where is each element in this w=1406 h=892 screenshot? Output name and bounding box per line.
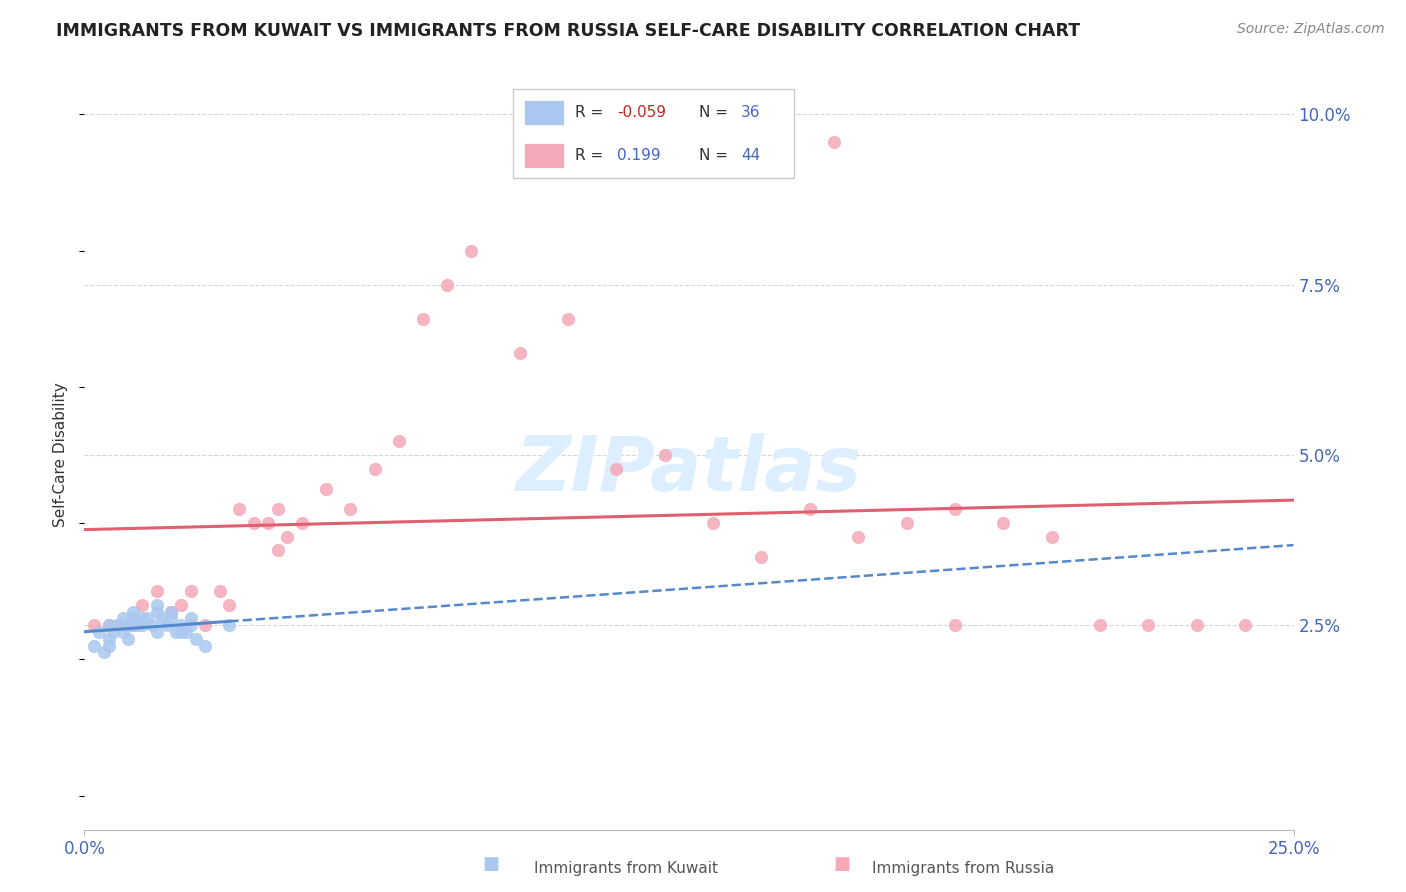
Point <box>150 611 173 625</box>
Point <box>117 618 139 632</box>
Text: N =: N = <box>699 105 733 120</box>
Point <box>146 605 169 619</box>
Text: Immigrants from Russia: Immigrants from Russia <box>872 861 1054 876</box>
Point <box>846 530 869 544</box>
FancyBboxPatch shape <box>524 143 564 168</box>
Text: -0.059: -0.059 <box>617 105 666 120</box>
Point <box>146 625 169 640</box>
Point <box>1040 530 1063 544</box>
Point <box>121 611 143 625</box>
Point <box>107 618 129 632</box>
Point <box>218 618 240 632</box>
Point <box>103 625 125 640</box>
Point <box>146 584 169 599</box>
Point <box>112 625 135 640</box>
Point <box>160 611 183 625</box>
Point <box>170 598 193 612</box>
Point <box>460 244 482 258</box>
Point <box>388 434 411 449</box>
Point <box>267 502 290 516</box>
FancyBboxPatch shape <box>513 89 794 178</box>
FancyBboxPatch shape <box>524 100 564 125</box>
Point <box>121 618 143 632</box>
Point <box>315 482 337 496</box>
Text: R =: R = <box>575 105 609 120</box>
Point <box>107 618 129 632</box>
Text: Source: ZipAtlas.com: Source: ZipAtlas.com <box>1237 22 1385 37</box>
Point <box>291 516 314 530</box>
Point <box>208 584 231 599</box>
Point <box>654 448 676 462</box>
Point <box>799 502 821 516</box>
Point <box>97 618 120 632</box>
Text: IMMIGRANTS FROM KUWAIT VS IMMIGRANTS FROM RUSSIA SELF-CARE DISABILITY CORRELATIO: IMMIGRANTS FROM KUWAIT VS IMMIGRANTS FRO… <box>56 22 1080 40</box>
Point <box>1137 618 1160 632</box>
Point <box>339 502 361 516</box>
Point <box>557 311 579 326</box>
Point <box>194 639 217 653</box>
Point <box>155 618 177 632</box>
Point <box>121 618 143 632</box>
Point <box>194 618 217 632</box>
Text: N =: N = <box>699 148 733 162</box>
Point <box>184 632 207 646</box>
Point <box>97 632 120 646</box>
Text: 36: 36 <box>741 105 761 120</box>
Point <box>131 618 153 632</box>
Point <box>83 618 105 632</box>
Point <box>242 516 264 530</box>
Point <box>87 625 110 640</box>
Text: ZIPatlas: ZIPatlas <box>516 433 862 507</box>
Point <box>170 625 193 640</box>
Text: R =: R = <box>575 148 613 162</box>
Point <box>276 530 298 544</box>
Point <box>436 277 458 292</box>
Point <box>146 598 169 612</box>
Point <box>943 502 966 516</box>
Point <box>180 611 202 625</box>
Point <box>751 550 773 565</box>
Point <box>412 311 434 326</box>
Point <box>117 632 139 646</box>
Point <box>1234 618 1257 632</box>
Point <box>267 543 290 558</box>
Point <box>97 618 120 632</box>
Text: ■: ■ <box>834 855 851 873</box>
Point <box>141 618 163 632</box>
Point <box>823 135 845 149</box>
Point <box>170 618 193 632</box>
Point <box>136 611 159 625</box>
Text: Immigrants from Kuwait: Immigrants from Kuwait <box>534 861 718 876</box>
Point <box>896 516 918 530</box>
Point <box>702 516 724 530</box>
Point <box>121 605 143 619</box>
Point <box>180 618 202 632</box>
Point <box>112 611 135 625</box>
Point <box>127 618 149 632</box>
Point <box>93 645 115 659</box>
Point <box>97 639 120 653</box>
Point <box>1088 618 1111 632</box>
Text: 0.199: 0.199 <box>617 148 661 162</box>
Point <box>257 516 280 530</box>
Point <box>180 584 202 599</box>
Text: ■: ■ <box>482 855 499 873</box>
Point <box>509 345 531 359</box>
Point <box>363 461 385 475</box>
Point <box>174 625 197 640</box>
Point <box>131 611 153 625</box>
Text: 44: 44 <box>741 148 761 162</box>
Point <box>218 598 240 612</box>
Y-axis label: Self-Care Disability: Self-Care Disability <box>53 383 69 527</box>
Point <box>83 639 105 653</box>
Point <box>993 516 1015 530</box>
Point <box>131 598 153 612</box>
Point <box>943 618 966 632</box>
Point <box>1185 618 1208 632</box>
Point <box>605 461 627 475</box>
Point <box>160 605 183 619</box>
Point <box>160 605 183 619</box>
Point <box>228 502 250 516</box>
Point <box>165 625 187 640</box>
